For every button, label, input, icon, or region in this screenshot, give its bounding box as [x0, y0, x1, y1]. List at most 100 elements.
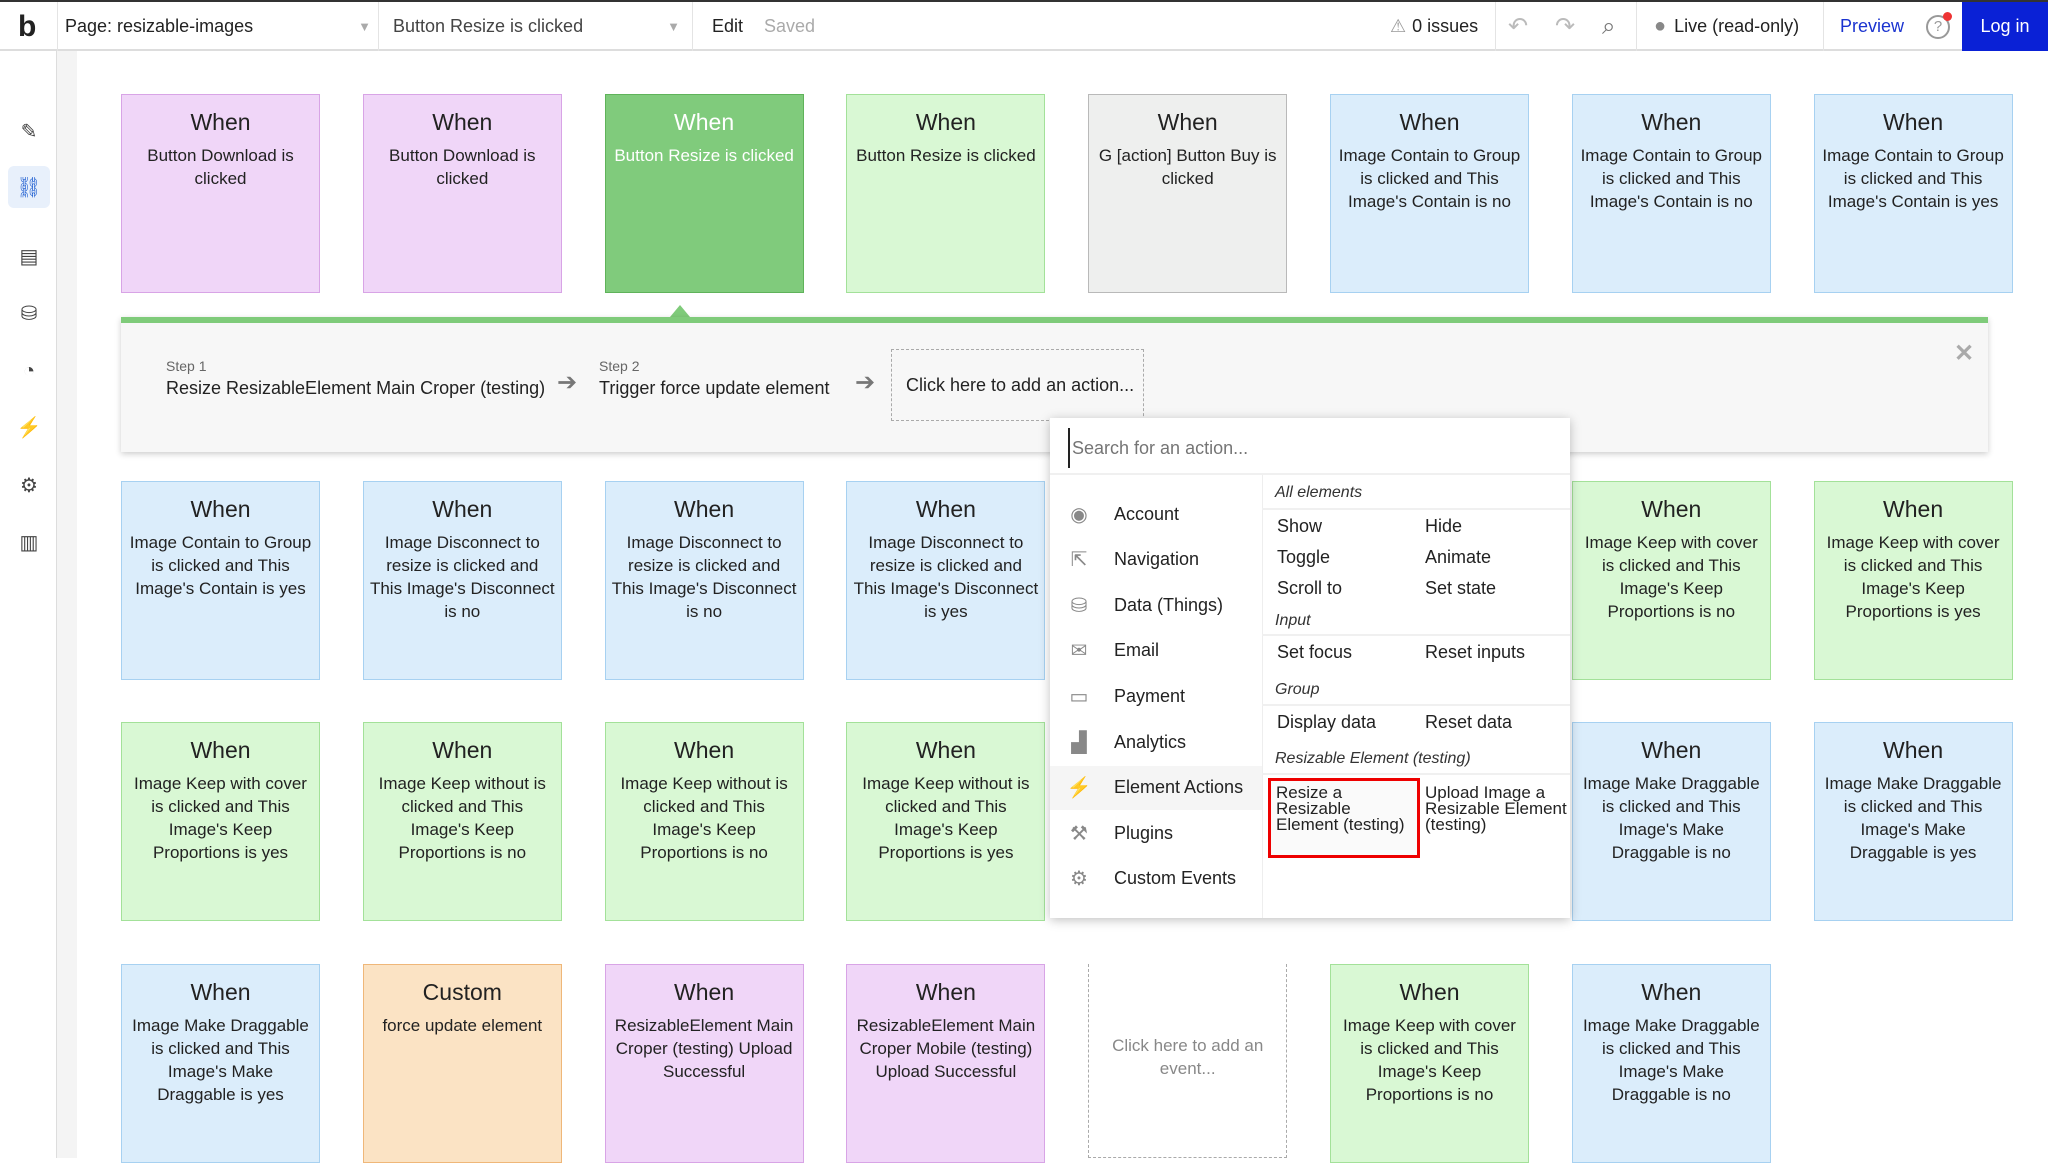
redo-icon[interactable]: ↷ — [1555, 13, 1576, 40]
category-label: Analytics — [1114, 731, 1187, 752]
undo-icon[interactable]: ↶ — [1508, 13, 1529, 40]
analytics-icon: ▟ — [1071, 731, 1087, 754]
event-card-title: When — [190, 109, 251, 135]
event-card-description: ResizableElement Main Croper (testing) U… — [614, 1016, 794, 1081]
layout-icon[interactable]: ▤ — [19, 245, 39, 268]
category-plugins[interactable]: ⚒ Plugins — [1050, 811, 1262, 855]
arrow-right-icon: ➔ — [855, 369, 876, 396]
analytics-icon[interactable]: ▥ — [19, 531, 39, 554]
event-card-title: When — [1883, 737, 1944, 763]
payment-icon: ▭ — [1069, 685, 1089, 708]
add-event-button[interactable]: Click here to add an event... — [1088, 964, 1288, 1158]
action-show[interactable]: Show — [1277, 516, 1323, 536]
event-card[interactable]: When ResizableElement Main Croper (testin… — [604, 964, 804, 1163]
issues-button[interactable]: ⚠ 0 issues — [1390, 2, 1478, 51]
issues-count: 0 issues — [1412, 16, 1479, 36]
event-card[interactable]: When Image Contain to Group is clicked an… — [1571, 94, 1771, 293]
event-card[interactable]: When Image Contain to Group is clicked an… — [121, 481, 320, 680]
event-card[interactable]: When Image Keep with cover is clicked and… — [1813, 481, 2013, 680]
event-card-description: Image Contain to Group is clicked and Th… — [1338, 146, 1521, 211]
help-button[interactable]: ? — [1926, 2, 1952, 51]
event-card[interactable]: When Image Keep without is clicked and Th… — [846, 722, 1046, 921]
category-email[interactable]: ✉ Email — [1050, 629, 1262, 673]
action-reset-inputs[interactable]: Reset inputs — [1425, 642, 1526, 662]
workflow-icon[interactable]: ⛓ — [8, 166, 50, 208]
event-card[interactable]: When Image Disconnect to resize is clicke… — [604, 481, 804, 680]
event-card-title: When — [432, 737, 493, 763]
category-data-things[interactable]: ⛁ Data (Things) — [1050, 583, 1262, 627]
event-card-title: When — [915, 737, 976, 763]
category-analytics[interactable]: ▟ Analytics — [1050, 720, 1262, 764]
event-card[interactable]: When ResizableElement Main Croper Mobile … — [846, 964, 1046, 1163]
action-hide[interactable]: Hide — [1425, 516, 1463, 536]
event-card[interactable]: When Image Keep without is clicked and Th… — [604, 722, 804, 921]
category-payment[interactable]: ▭ Payment — [1050, 674, 1262, 718]
event-card[interactable]: When Image Make Draggable is clicked and … — [1813, 722, 2013, 921]
login-button[interactable]: Log in — [1962, 2, 2048, 51]
event-card[interactable]: When Image Make Draggable is clicked and … — [1571, 964, 1771, 1163]
edit-menu[interactable]: Edit — [712, 16, 744, 36]
category-custom-events[interactable]: ⚙ Custom Events — [1050, 857, 1262, 901]
action-reset-data[interactable]: Reset data — [1425, 712, 1513, 732]
action-picker-popup: ◉ Account ⇱ Navigation ⛁ Data (Things) ✉ Email ▭… — [1050, 418, 1570, 918]
event-card[interactable]: When Image Contain to Group is clicked an… — [1813, 94, 2013, 293]
step-1[interactable]: Step 1 Resize ResizableElement Main Crope… — [166, 358, 545, 399]
event-card[interactable]: When Image Disconnect to resize is clicke… — [362, 481, 562, 680]
preview-link[interactable]: Preview — [1840, 16, 1905, 36]
event-card-description: Image Contain to Group is clicked and Th… — [1822, 146, 2004, 211]
event-card-title: When — [1641, 496, 1702, 522]
event-card-title: When — [915, 979, 976, 1005]
action-set-state[interactable]: Set state — [1425, 578, 1497, 598]
event-card[interactable]: When Button Download is clicked — [362, 94, 562, 293]
event-card-description: Image Make Draggable is clicked and This… — [132, 1016, 309, 1104]
event-card-description: Button Download is clicked — [389, 146, 536, 188]
event-card[interactable]: When Image Disconnect to resize is clicke… — [846, 481, 1046, 680]
event-card[interactable]: When Image Keep without is clicked and Th… — [362, 722, 562, 921]
page-select[interactable]: Page: resizable-images ▼ — [65, 2, 371, 51]
action-toggle[interactable]: Toggle — [1277, 547, 1331, 567]
event-card[interactable]: When Button Resize is clicked — [604, 94, 804, 293]
event-card[interactable]: When Image Keep with cover is clicked and… — [121, 722, 320, 921]
palette-icon[interactable]: ◔ — [22, 359, 36, 382]
action-upload-image-resizable-element[interactable]: Upload Image a Resizable Element (testin… — [1425, 783, 1567, 834]
event-card-description: Image Keep with cover is clicked and Thi… — [1584, 533, 1758, 621]
event-card-title: When — [1641, 109, 1702, 135]
category-label: Account — [1114, 503, 1180, 524]
event-card[interactable]: When Image Keep with cover is clicked and… — [1571, 481, 1771, 680]
event-card[interactable]: When G [action] Button Buy is clicked — [1088, 94, 1288, 293]
step-2[interactable]: Step 2 Trigger force update element — [599, 358, 829, 399]
action-animate[interactable]: Animate — [1425, 547, 1492, 567]
event-card-title: When — [432, 109, 493, 135]
action-resize-resizable-element[interactable]: Resize a Resizable Element (testing) — [1268, 778, 1420, 858]
add-action-button[interactable]: Click here to add an action... — [891, 349, 1144, 421]
category-account[interactable]: ◉ Account — [1050, 492, 1262, 536]
settings-icon[interactable]: ⚙ — [20, 474, 38, 497]
event-card[interactable]: When Image Make Draggable is clicked and … — [121, 964, 320, 1163]
action-scroll-to[interactable]: Scroll to — [1277, 578, 1343, 598]
search-icon[interactable]: ⌕ — [1602, 12, 1616, 40]
category-element-actions[interactable]: ⚡ Element Actions — [1050, 765, 1262, 810]
account-icon: ◉ — [1070, 503, 1088, 526]
event-card[interactable]: When Image Keep with cover is clicked and… — [1330, 964, 1529, 1163]
database-icon[interactable]: ⛁ — [20, 302, 38, 325]
action-set-focus[interactable]: Set focus — [1277, 642, 1353, 662]
live-mode-button[interactable]: ● Live (read-only) — [1654, 2, 1799, 51]
plugin-icon[interactable]: ⚡ — [16, 416, 42, 439]
event-card-description: Image Make Draggable is clicked and This… — [1824, 774, 2002, 862]
event-card-title: When — [432, 496, 493, 522]
category-label: Payment — [1114, 685, 1186, 706]
action-display-data[interactable]: Display data — [1277, 712, 1377, 732]
event-select[interactable]: Button Resize is clicked ▼ — [393, 2, 680, 51]
pencil-icon[interactable]: ✎ — [20, 120, 38, 143]
event-card[interactable]: When Image Make Draggable is clicked and … — [1571, 722, 1771, 921]
bubble-logo[interactable]: b — [18, 9, 37, 43]
close-icon[interactable]: ✕ — [1954, 340, 1975, 367]
event-card-title: When — [1883, 109, 1944, 135]
event-card[interactable]: When Button Download is clicked — [121, 94, 320, 293]
event-card[interactable]: Custom force update element — [362, 964, 562, 1163]
event-card[interactable]: When Image Contain to Group is clicked an… — [1330, 94, 1529, 293]
category-navigation[interactable]: ⇱ Navigation — [1050, 538, 1262, 582]
event-card[interactable]: When Button Resize is clicked — [846, 94, 1046, 293]
action-search-input[interactable] — [1068, 428, 1558, 468]
event-card-title: When — [1157, 109, 1218, 135]
